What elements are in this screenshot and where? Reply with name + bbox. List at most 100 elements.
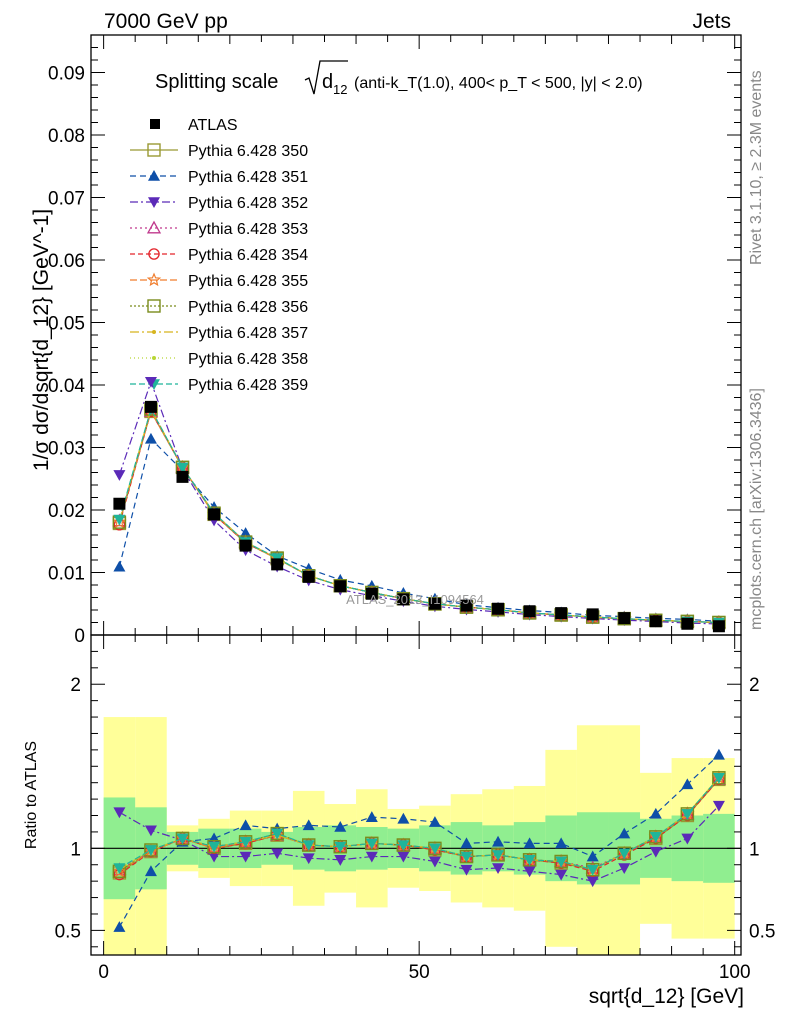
legend-label: Pythia 6.428 352 (188, 195, 308, 212)
marker (649, 615, 662, 628)
title-lead: Splitting scale (155, 71, 278, 93)
atlas-data (113, 400, 725, 633)
marker (397, 593, 410, 606)
marker (428, 816, 441, 827)
marker (523, 605, 536, 618)
marker (681, 778, 694, 790)
marker (555, 869, 568, 881)
legend-item-356: Pythia 6.428 356 (130, 299, 308, 316)
marker (649, 832, 662, 843)
marker (555, 837, 568, 849)
marker (148, 197, 160, 208)
legend-item-353: Pythia 6.428 353 (130, 220, 308, 238)
marker (150, 119, 160, 129)
series-line (118, 379, 719, 625)
marker (152, 356, 156, 360)
marker (712, 800, 725, 812)
lower-frame (90, 634, 742, 956)
marker (148, 170, 160, 181)
marker (649, 807, 662, 819)
marker (334, 821, 347, 832)
ratio-tick-label-right: 2 (749, 675, 760, 696)
legend-item-354: Pythia 6.428 354 (130, 247, 308, 264)
marker (152, 330, 156, 334)
legend-label: ATLAS (188, 117, 238, 134)
marker (208, 508, 221, 521)
marker (365, 838, 378, 850)
marker (302, 819, 315, 831)
marker (460, 851, 473, 863)
marker (144, 845, 157, 856)
marker (618, 827, 631, 839)
ratio-plot (91, 717, 741, 955)
legend-label: Pythia 6.428 350 (188, 143, 308, 160)
marker (618, 848, 631, 860)
legend-label: Pythia 6.428 356 (188, 299, 308, 316)
title-d-sub: 12 (333, 82, 347, 97)
legend-label: Pythia 6.428 354 (188, 247, 308, 264)
ratio-tick-label-right: 0.5 (749, 921, 775, 942)
legend-item-351: Pythia 6.428 351 (130, 169, 308, 186)
marker (239, 836, 252, 848)
ratio-tick-label: 1 (70, 839, 81, 860)
marker (148, 248, 160, 260)
marker (681, 617, 694, 630)
marker (239, 527, 252, 538)
series-ratio-line (119, 805, 720, 882)
marker (649, 846, 662, 858)
x-tick-label: 0 (98, 962, 109, 983)
plot-title: Splitting scale d 12 (anti-k_T(1.0), 400… (155, 60, 643, 97)
marker (397, 812, 410, 824)
marker (492, 863, 505, 875)
marker (523, 855, 536, 866)
y-tick-label: 0.07 (48, 189, 85, 210)
marker (176, 833, 189, 845)
ratio-axis-label-text: Ratio to ATLAS (23, 741, 40, 849)
marker (147, 143, 161, 157)
marker (302, 840, 315, 852)
marker (492, 850, 505, 861)
legend-label: Pythia 6.428 351 (188, 169, 308, 186)
beam-label: 7000 GeV pp (104, 10, 228, 33)
marker (113, 921, 126, 932)
marker (460, 864, 473, 876)
marker (586, 850, 599, 862)
marker (334, 855, 347, 866)
series-ratio-line (119, 777, 720, 871)
series-ratio-352 (113, 800, 725, 888)
legend-label: Pythia 6.428 355 (188, 273, 308, 290)
legend-item-358: Pythia 6.428 358 (130, 351, 308, 368)
marker (113, 514, 126, 526)
y-tick-label: 0.03 (48, 439, 85, 460)
marker (555, 856, 568, 868)
marker (113, 497, 126, 510)
sqrt-symbol (304, 60, 348, 95)
y-tick-label: 0.06 (48, 251, 85, 272)
marker (239, 819, 252, 831)
marker (144, 432, 157, 444)
marker (146, 220, 162, 234)
ratio-tick-label: 2 (70, 675, 81, 696)
marker (113, 807, 126, 819)
legend-item-352: Pythia 6.428 352 (130, 195, 308, 212)
marker (618, 612, 631, 625)
marker (302, 853, 315, 865)
ratio-axis-label: Ratio to ATLAS (23, 741, 40, 849)
marker (176, 462, 189, 474)
legend-item-350: Pythia 6.428 350 (130, 143, 308, 160)
marker (147, 299, 161, 313)
analysis-watermark: ATLAS_2013_I1094564 (346, 592, 484, 607)
marker (681, 833, 694, 845)
process-label: Jets (692, 10, 731, 33)
marker (712, 748, 725, 760)
legend-item-359: Pythia 6.428 359 (130, 377, 308, 394)
marker (113, 470, 126, 481)
marker (460, 837, 473, 849)
distribution-plot (112, 376, 727, 633)
legend-label: Pythia 6.428 359 (188, 377, 308, 394)
marker (365, 851, 378, 863)
ratio-tick-label-right: 1 (749, 839, 760, 860)
title-d: d (322, 71, 333, 93)
marker (271, 848, 284, 860)
